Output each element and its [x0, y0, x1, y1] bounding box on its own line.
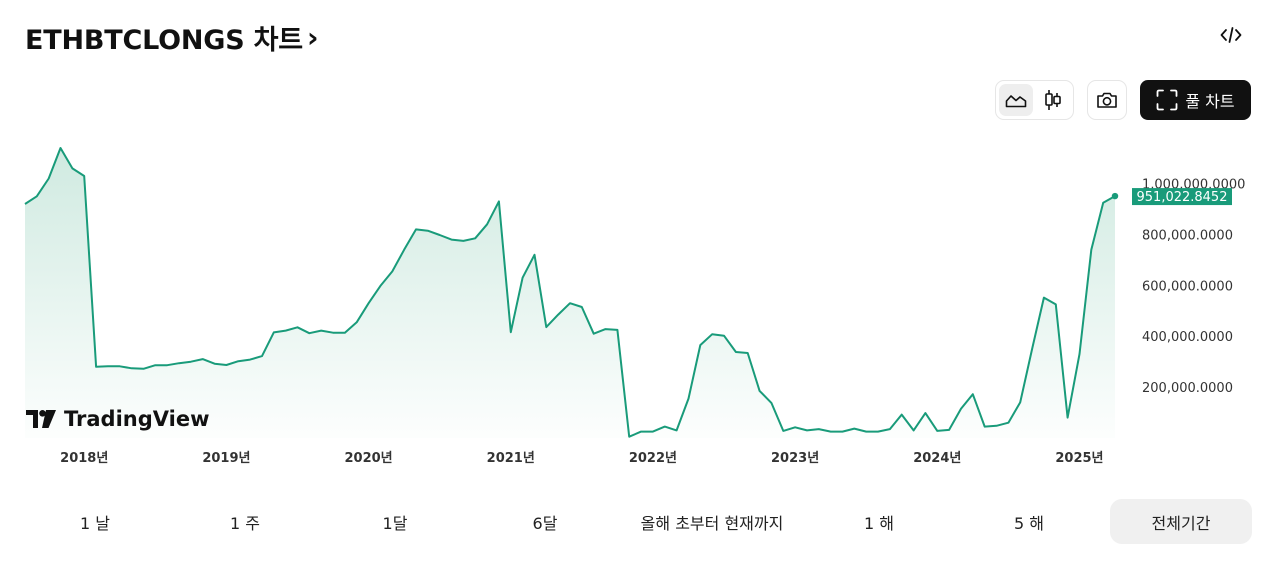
range-1-month[interactable]: 1달 [382, 513, 408, 533]
series-line [24, 147, 1116, 438]
tradingview-watermark: TradingView [26, 407, 209, 431]
range-5-years[interactable]: 5 해 [1014, 513, 1044, 533]
last-price-badge [1132, 188, 1232, 206]
candlestick-chart-button[interactable] [1037, 84, 1071, 116]
camera-icon [1097, 92, 1117, 108]
watermark-text: TradingView [64, 407, 210, 431]
x-tick-label: 2023년 [771, 451, 819, 466]
x-tick-label: 2019년 [202, 451, 250, 466]
x-tick-label: 2022년 [629, 451, 677, 466]
x-tick-label: 2018년 [60, 451, 108, 466]
range-year-to-date[interactable]: 올해 초부터 현재까지 [640, 513, 784, 533]
y-tick-label: 800,000.0000 [1142, 228, 1233, 243]
y-tick-label: 600,000.0000 [1142, 279, 1233, 294]
chart-title-link[interactable]: ETHBTCLONGS 차트 › [25, 18, 319, 57]
y-tick-label: 200,000.0000 [1142, 381, 1233, 396]
code-icon [1220, 27, 1242, 43]
last-price-label: 951,022.8452 [1137, 190, 1228, 205]
range-1-week[interactable]: 1 주 [230, 513, 260, 533]
series-area-fill [25, 148, 1115, 438]
range-1-day[interactable]: 1 날 [80, 513, 110, 533]
range-6-months[interactable]: 6달 [532, 513, 558, 533]
x-tick-label: 2024년 [913, 451, 961, 466]
candlestick-icon [1045, 90, 1062, 110]
line-chart-button[interactable] [999, 84, 1033, 116]
line-chart-icon [1005, 95, 1027, 108]
fullscreen-icon [1156, 89, 1178, 111]
full-chart-label: 풀 차트 [1185, 92, 1235, 111]
range-all-time[interactable]: 전체기간 [1110, 499, 1252, 544]
screenshot-button[interactable] [1087, 80, 1127, 120]
chevron-right-icon: › [306, 21, 319, 54]
embed-code-button[interactable] [1214, 20, 1248, 50]
y-tick-label: 400,000.0000 [1142, 330, 1233, 345]
range-1-year[interactable]: 1 해 [864, 513, 894, 533]
chart-title: ETHBTCLONGS 차트 [25, 25, 303, 56]
tradingview-logo-icon [26, 410, 56, 428]
x-tick-label: 2025년 [1055, 451, 1103, 466]
last-value-point [1111, 192, 1119, 200]
x-tick-label: 2020년 [345, 451, 393, 466]
chart-type-toggle [995, 80, 1074, 120]
x-tick-label: 2021년 [487, 451, 535, 466]
price-chart[interactable]: 2018년 2019년 2020년 2021년 2022년 2023년 2024년 2025년… [0, 130, 1280, 470]
time-range-selector: 1 날 1 주 1달 6달 올해 초부터 현재까지 1 해 5 해 전체기간 [20, 499, 1252, 544]
full-chart-button[interactable]: 풀 차트 [1140, 80, 1251, 120]
